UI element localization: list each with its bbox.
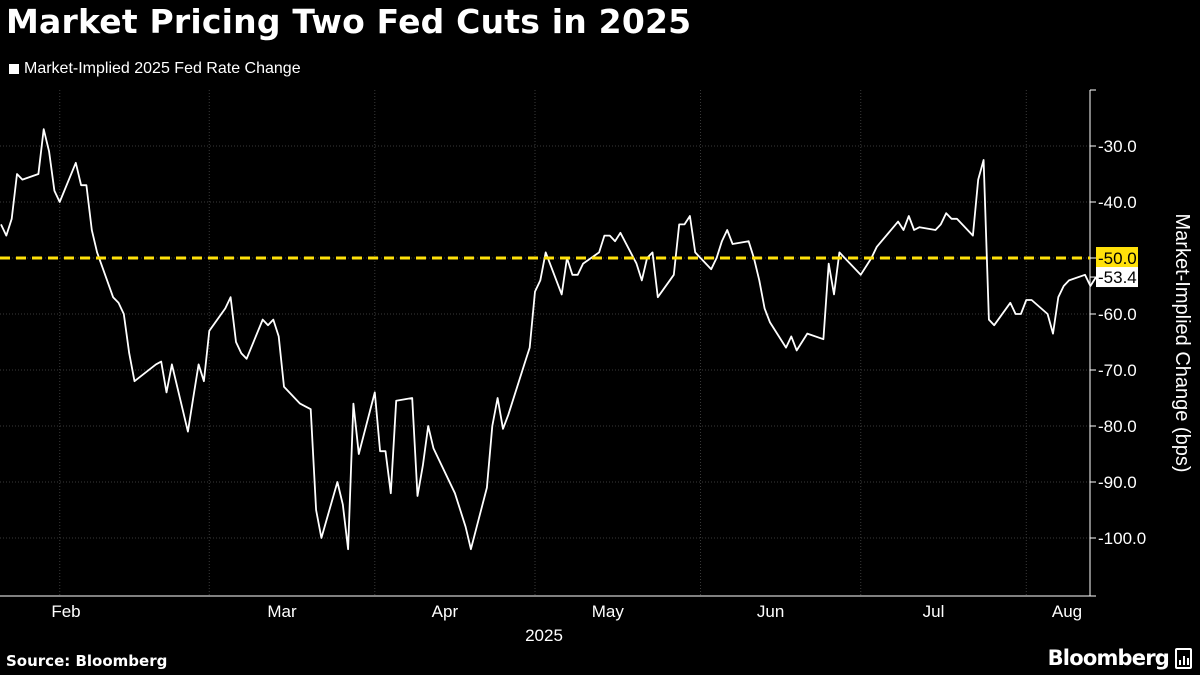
x-tick-label: Mar <box>267 602 297 621</box>
legend-label: Market-Implied 2025 Fed Rate Change <box>24 60 301 77</box>
x-tick-label: May <box>592 602 625 621</box>
chart-title: Market Pricing Two Fed Cuts in 2025 <box>6 2 692 41</box>
last-value-box <box>1096 267 1138 288</box>
x-tick-label: Jul <box>923 602 945 621</box>
last-value-label: -53.4 <box>1098 268 1137 287</box>
x-tick-label: Aug <box>1052 602 1082 621</box>
series-line <box>0 128 1107 551</box>
reference-line-label: -50.0 <box>1098 249 1137 268</box>
y-axis-title: Market-Implied Change (bps) <box>1171 214 1193 473</box>
x-tick-label: Jun <box>757 602 784 621</box>
chart-bars-icon <box>1175 647 1192 669</box>
x-tick-label: Apr <box>432 602 459 621</box>
y-tick-label: -30.0 <box>1098 137 1137 156</box>
y-tick-label: -100.0 <box>1098 529 1146 548</box>
source-note: Source: Bloomberg <box>6 652 168 670</box>
legend-swatch <box>9 64 19 74</box>
y-tick-label: -80.0 <box>1098 417 1137 436</box>
reference-label-box <box>1096 247 1138 269</box>
y-tick-label: -60.0 <box>1098 305 1137 324</box>
brand-logo: Bloomberg <box>1048 646 1192 670</box>
x-year-label: 2025 <box>525 626 563 645</box>
y-tick-label: -70.0 <box>1098 361 1137 380</box>
legend: Market-Implied 2025 Fed Rate Change <box>9 60 301 78</box>
y-tick-label: -40.0 <box>1098 193 1137 212</box>
x-tick-label: Feb <box>51 602 80 621</box>
y-tick-label: -90.0 <box>1098 473 1137 492</box>
brand-name: Bloomberg <box>1047 646 1170 670</box>
